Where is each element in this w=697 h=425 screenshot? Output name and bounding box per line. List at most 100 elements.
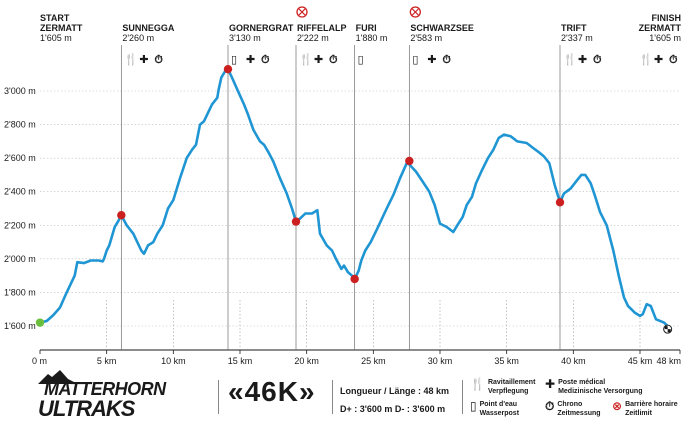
station-dot: [405, 156, 414, 166]
station-name: START: [40, 13, 70, 23]
legend-barriere: ⊗ Barrière horaire Zeitlimit: [612, 400, 678, 418]
stopwatch-icon: ⏱: [593, 53, 602, 66]
station-altitude: 1'605 m: [40, 33, 72, 43]
station-altitude: 1'880 m: [356, 33, 388, 43]
x-tick-label: 40 km: [561, 356, 586, 366]
divider: [462, 380, 463, 414]
station-name: RIFFELALP: [297, 23, 347, 33]
y-tick-label: 2'800 m: [4, 120, 36, 130]
divider: [332, 380, 333, 414]
footer: MATTERHORN ULTRAKS «46K» Longueur / Läng…: [0, 368, 697, 425]
y-tick-label: 2'000 m: [4, 254, 36, 264]
x-tick-label: 5 km: [97, 356, 117, 366]
x-axis-ticks: 0 m 5 km 10 km 15 km 20 km 25 km 30 km 35 km 40 …: [32, 350, 681, 366]
station-name: TRIFT: [561, 23, 587, 33]
medical-cross-icon: ✚: [427, 53, 436, 66]
medical-cross-icon: ✚: [654, 53, 663, 66]
legend-ravitaillement: 🍴 Ravitaillement Verpflegung: [470, 378, 535, 396]
stopwatch-icon: ⏱: [669, 53, 678, 66]
station-name: GORNERGRAT: [229, 23, 294, 33]
cutoff-barrier-icon: ⊗: [612, 399, 623, 413]
station-name: ZERMATT: [639, 23, 682, 33]
y-tick-label: 3'000 m: [4, 86, 36, 96]
station-altitude: 2'222 m: [297, 33, 329, 43]
fork-knife-icon: 🍴: [470, 377, 485, 391]
divider: [218, 380, 219, 414]
y-tick-label: 2'200 m: [4, 220, 36, 230]
cutoff-barrier-icon: [296, 6, 308, 18]
race-length: Longueur / Länge : 48 km: [340, 386, 450, 396]
station-dots: [35, 64, 673, 334]
x-tick-label: 15 km: [228, 356, 253, 366]
station-name: SUNNEGGA: [122, 23, 175, 33]
fork-knife-icon: 🍴: [299, 53, 313, 66]
station-altitude: 2'337 m: [561, 33, 593, 43]
legend-label: Point d'eau Wasserpost: [479, 401, 520, 417]
fork-knife-icon: 🍴: [639, 53, 653, 66]
medical-cross-icon: ✚: [139, 53, 148, 66]
station-altitude: 2'260 m: [122, 33, 154, 43]
medical-cross-icon: ✚: [578, 53, 587, 66]
stopwatch-icon: ⏱: [154, 53, 163, 66]
elevation-line: [38, 67, 668, 327]
matterhorn-ultraks-logo: MATTERHORN ULTRAKS: [38, 370, 166, 421]
station-altitude: 2'583 m: [410, 33, 442, 43]
x-tick-label: 25 km: [361, 356, 386, 366]
station-dot: [555, 198, 565, 207]
station-name: FURI: [356, 23, 377, 33]
mountain-logo-icon: [38, 370, 78, 384]
x-tick-label: 10 km: [161, 356, 186, 366]
station-name: FINISH: [651, 13, 681, 23]
stopwatch-icon: ⏱: [442, 53, 451, 66]
start-dot: [35, 318, 45, 327]
legend-label: Barrière horaire Zeitlimit: [625, 401, 678, 417]
x-tick-label: 48 km: [656, 356, 681, 366]
cutoff-barrier-cross: [411, 8, 419, 16]
water-cup-icon: ▯: [358, 53, 364, 66]
elevation-profile-chart: 0 m 5 km 10 km 15 km 20 km 25 km 30 km 35 km 40 …: [4, 6, 682, 366]
station-altitude: 1'605 m: [649, 33, 681, 43]
x-tick-label: 0 m: [32, 356, 47, 366]
x-tick-label: 20 km: [294, 356, 319, 366]
x-tick-label: 30 km: [428, 356, 453, 366]
cutoff-barrier-icon: [409, 6, 421, 18]
cutoff-barrier-cross: [298, 8, 306, 16]
station-dot: [291, 217, 301, 226]
y-tick-label: 1'600 m: [4, 321, 36, 331]
race-elevation: D+ : 3'600 m D- : 3'600 m: [340, 404, 446, 414]
legend-label: Ravitaillement Verpflegung: [487, 379, 536, 395]
elevation-series: [38, 67, 668, 327]
fork-knife-icon: 🍴: [124, 53, 138, 66]
x-tick-label: 35 km: [494, 356, 519, 366]
grid-lines: [40, 90, 680, 351]
stopwatch-icon: ⏱: [545, 399, 555, 413]
y-tick-label: 2'400 m: [4, 187, 36, 197]
station-dot: [117, 211, 126, 220]
water-cup-icon: ▯: [412, 53, 418, 66]
legend-poste-medical: ✚ Poste médical Medizinische Versorgung: [545, 378, 642, 396]
race-stats: Longueur / Länge : 48 km D+ : 3'600 m D-…: [340, 382, 449, 418]
station-name: ZERMATT: [40, 23, 83, 33]
medical-cross-icon: ✚: [246, 53, 255, 66]
y-tick-label: 1'800 m: [4, 287, 36, 297]
logo-line-2: ULTRAKS: [38, 396, 135, 421]
station-markers: [120, 45, 561, 350]
medical-cross-icon: ✚: [545, 377, 556, 391]
station-dot: [223, 64, 233, 74]
finish-flag-checker: [664, 326, 671, 333]
station-dot: [350, 274, 359, 284]
legend-label: Chrono Zeitmessung: [557, 401, 601, 417]
y-tick-label: 2'600 m: [4, 153, 36, 163]
station-altitude: 3'130 m: [229, 33, 261, 43]
water-cup-icon: ▯: [470, 399, 477, 413]
race-name: «46K»: [228, 376, 316, 407]
legend-chrono: ⏱ Chrono Zeitmessung: [545, 400, 601, 418]
logo-line-1: MATTERHORN: [44, 379, 166, 399]
fork-knife-icon: 🍴: [563, 53, 577, 66]
stopwatch-icon: ⏱: [261, 53, 270, 66]
legend-point-eau: ▯ Point d'eau Wasserpost: [470, 400, 519, 418]
legend-label: Poste médical Medizinische Versorgung: [558, 379, 643, 395]
water-cup-icon: ▯: [231, 53, 237, 66]
station-name: SCHWARZSEE: [410, 23, 474, 33]
